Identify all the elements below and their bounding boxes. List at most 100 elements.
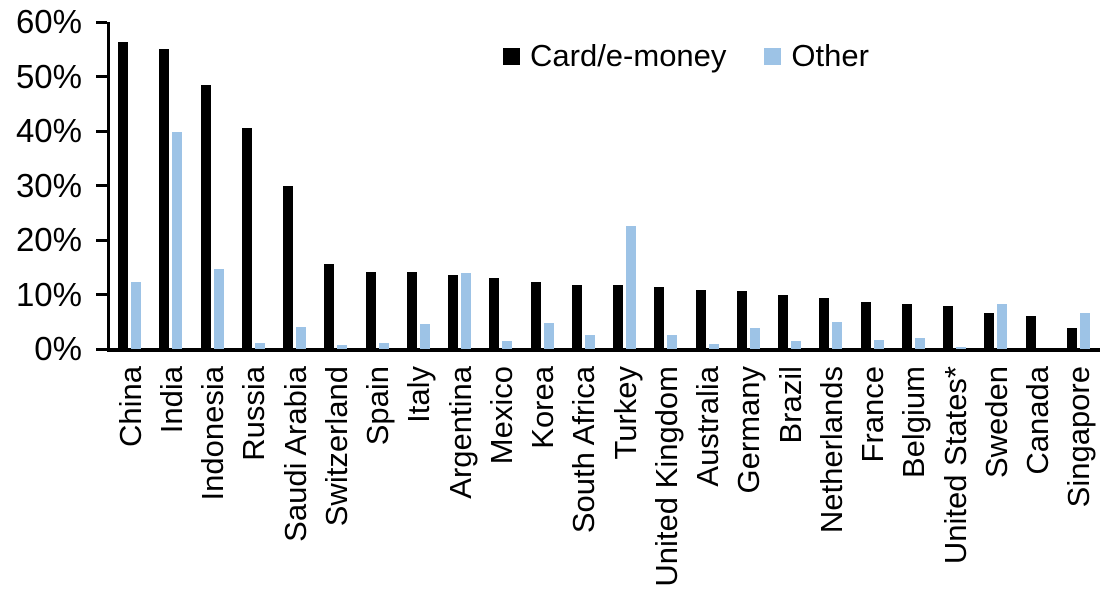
x-axis-label-china: China — [112, 366, 148, 447]
x-axis-label-argentina: Argentina — [442, 366, 478, 499]
bar-other-belgium — [914, 337, 925, 349]
bar-group-brazil — [770, 22, 811, 349]
bar-other-singapore — [1079, 312, 1090, 349]
x-axis-label-united-states: United States* — [937, 366, 973, 565]
bar-group-australia — [688, 22, 729, 349]
y-tick-label: 60% — [15, 3, 82, 40]
y-tick — [96, 75, 107, 78]
y-tick — [96, 347, 107, 351]
bar-other-brazil — [791, 341, 801, 349]
bar-group-netherlands — [811, 22, 852, 349]
bar-group-spain — [358, 22, 399, 349]
plot-area — [110, 22, 1100, 349]
x-axis-label-france: France — [855, 366, 891, 463]
y-tick — [96, 238, 107, 242]
x-axis-line — [107, 348, 1100, 352]
bar-group-indonesia — [193, 22, 234, 349]
bar-other-switzerland — [337, 344, 348, 349]
bar-card-e-money-india — [159, 48, 170, 349]
y-axis-line — [107, 22, 110, 352]
bar-group-turkey — [605, 22, 646, 349]
bar-other-germany — [749, 327, 760, 349]
bar-card-e-money-sweden — [984, 313, 995, 349]
bar-card-e-money-saudi-arabia — [283, 186, 293, 349]
bar-group-saudi-arabia — [275, 22, 316, 349]
bar-group-germany — [729, 22, 770, 349]
bar-card-e-money-singapore — [1066, 327, 1077, 349]
bar-card-e-money-brazil — [778, 294, 788, 349]
y-tick-label: 20% — [15, 221, 82, 258]
bar-card-e-money-south-africa — [571, 284, 582, 349]
y-tick-label: 0% — [34, 330, 82, 367]
bar-group-france — [853, 22, 894, 349]
bar-card-e-money-switzerland — [324, 263, 335, 349]
bar-other-korea — [543, 323, 554, 349]
x-axis-label-united-kingdom: United Kingdom — [648, 366, 684, 587]
bar-card-e-money-belgium — [901, 303, 912, 349]
x-axis-label-switzerland: Switzerland — [318, 366, 354, 527]
x-axis-label-spain: Spain — [360, 366, 396, 446]
bar-card-e-money-spain — [365, 271, 376, 349]
x-axis-label-germany: Germany — [731, 366, 767, 494]
y-tick-label: 10% — [15, 275, 82, 313]
bar-card-e-money-australia — [695, 289, 706, 349]
chart-legend: Card/e-money Other — [503, 38, 869, 74]
bar-group-united-states — [935, 22, 976, 349]
bar-card-e-money-netherlands — [819, 298, 830, 349]
x-axis-label-saudi-arabia: Saudi Arabia — [277, 366, 313, 542]
bar-group-singapore — [1059, 22, 1100, 349]
y-tick-label: 50% — [15, 57, 82, 95]
bar-group-russia — [234, 22, 275, 349]
x-axis-label-russia: Russia — [236, 366, 272, 461]
bar-card-e-money-canada — [1025, 316, 1036, 349]
x-axis-label-mexico: Mexico — [483, 366, 519, 465]
bar-other-australia — [708, 343, 719, 349]
y-tick — [96, 293, 107, 296]
x-axis-label-korea: Korea — [525, 366, 561, 449]
bar-card-e-money-china — [118, 41, 128, 349]
legend-label-card-e-money: Card/e-money — [530, 38, 727, 73]
legend-swatch-other — [764, 47, 782, 65]
bar-card-e-money-russia — [241, 127, 252, 349]
bar-group-united-kingdom — [646, 22, 687, 349]
bar-other-netherlands — [832, 322, 843, 349]
bar-card-e-money-korea — [530, 281, 541, 349]
x-axis-label-south-africa: South Africa — [566, 366, 602, 534]
y-tick-label: 30% — [15, 166, 82, 204]
bar-card-e-money-germany — [736, 291, 747, 349]
x-axis-label-brazil: Brazil — [772, 366, 808, 444]
bar-card-e-money-united-states — [943, 305, 953, 349]
bar-other-united-kingdom — [667, 335, 678, 349]
bar-other-sweden — [997, 303, 1008, 349]
bar-group-canada — [1018, 22, 1059, 349]
bar-card-e-money-france — [860, 301, 871, 349]
bar-card-e-money-italy — [406, 272, 417, 349]
bar-other-india — [172, 132, 183, 349]
x-axis-label-belgium: Belgium — [896, 366, 932, 478]
x-axis-label-turkey: Turkey — [607, 366, 643, 460]
x-axis-label-australia: Australia — [690, 366, 726, 487]
bar-card-e-money-mexico — [489, 277, 500, 349]
bar-other-saudi-arabia — [296, 327, 306, 349]
bar-card-e-money-united-kingdom — [654, 287, 665, 349]
y-tick — [96, 129, 107, 133]
x-axis-label-indonesia: Indonesia — [195, 366, 231, 501]
bar-card-e-money-argentina — [448, 275, 458, 349]
bar-group-sweden — [976, 22, 1017, 349]
bar-group-mexico — [481, 22, 522, 349]
x-axis-label-sweden: Sweden — [978, 366, 1014, 479]
bar-group-argentina — [440, 22, 481, 349]
bar-other-turkey — [626, 225, 636, 349]
bar-other-spain — [378, 343, 389, 349]
bar-group-italy — [399, 22, 440, 349]
bar-other-italy — [419, 323, 430, 349]
bar-group-south-africa — [564, 22, 605, 349]
bar-other-china — [131, 281, 141, 349]
bar-other-argentina — [461, 273, 471, 349]
bar-group-india — [151, 22, 192, 349]
y-tick — [96, 20, 107, 24]
x-axis-label-italy: Italy — [401, 366, 437, 423]
bar-other-france — [873, 340, 884, 349]
legend-swatch-card-e-money — [503, 47, 520, 65]
